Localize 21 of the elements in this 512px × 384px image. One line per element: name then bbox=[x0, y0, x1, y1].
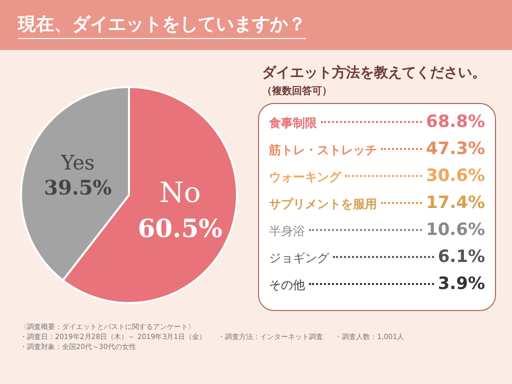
category-label: 食事制限 bbox=[269, 115, 317, 132]
text: 3.9% bbox=[438, 274, 485, 294]
slice-label: No bbox=[159, 176, 201, 209]
category-label: ウォーキング bbox=[269, 169, 341, 186]
data-label: 39.5% bbox=[44, 176, 112, 200]
category-label: その他 bbox=[269, 277, 305, 294]
text: 47.3% bbox=[426, 139, 485, 159]
text: 6.1% bbox=[438, 247, 485, 267]
category-label: ジョギング bbox=[269, 250, 329, 267]
category-label: 半身浴 bbox=[269, 223, 305, 240]
text: ダイエット方法を教えてください。 bbox=[262, 64, 486, 82]
text: 30.6% bbox=[426, 166, 485, 186]
text: 10.6% bbox=[426, 220, 485, 240]
slice-label: Yes bbox=[60, 150, 95, 175]
data-label: 60.5% bbox=[138, 214, 223, 243]
chart-title: 現在、ダイエットをしていますか？ bbox=[18, 12, 306, 39]
text: （複数回答可） bbox=[262, 84, 332, 98]
text: 17.4% bbox=[426, 193, 485, 213]
category-label: 筋トレ・ストレッチ bbox=[269, 142, 377, 159]
category-label: サプリメントを服用 bbox=[269, 196, 377, 213]
text: 68.8% bbox=[426, 112, 485, 132]
